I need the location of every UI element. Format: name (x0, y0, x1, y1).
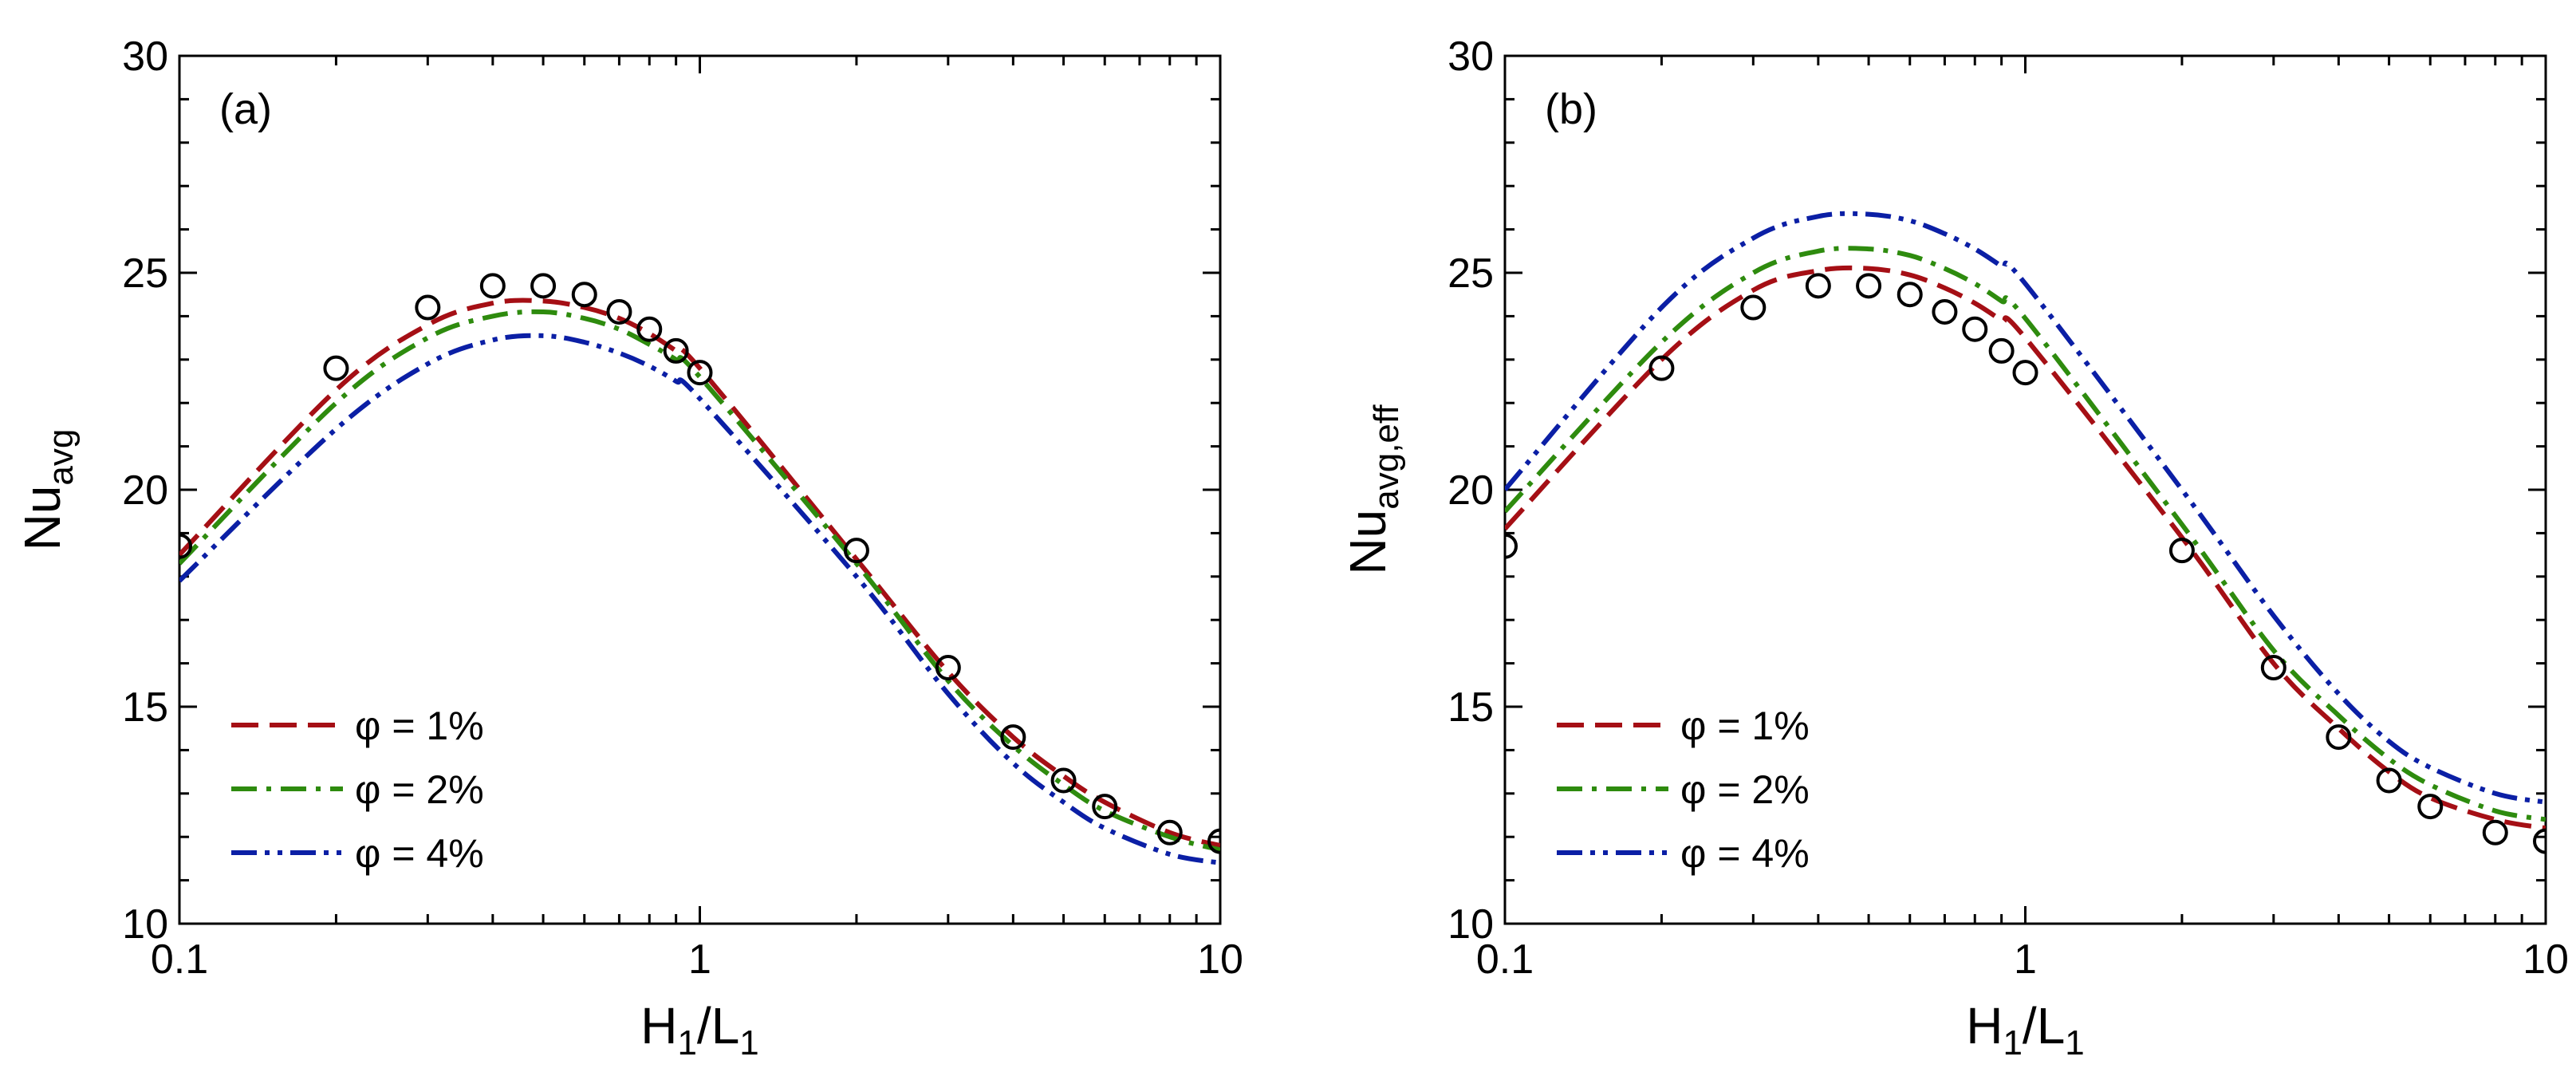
data-point (479, 273, 506, 299)
chart-panel-a: 0.1 1 10 10 15 20 25 30 H1/L1 Nuavg (a) φ = 1% φ = 2… (14, 34, 1243, 1062)
data-point (2326, 724, 2352, 751)
data-point (2533, 828, 2546, 854)
y-axis-title: Nuavg (14, 429, 81, 551)
x-tick-label: 1 (688, 936, 711, 983)
data-point (935, 655, 961, 681)
data-point (2482, 819, 2508, 846)
data-point (1207, 828, 1220, 854)
legend-label: φ = 4% (1680, 831, 1810, 876)
x-axis-title: H1/L1 (640, 997, 759, 1062)
data-point (1505, 533, 1518, 559)
data-point (1156, 819, 1183, 846)
data-point (1805, 273, 1831, 299)
y-axis-title: Nuavg,eff (1339, 404, 1406, 575)
data-point (1962, 316, 1988, 342)
series-line-3 (1505, 211, 2546, 805)
data-point (1740, 294, 1767, 321)
y-tick-label: 20 (122, 467, 168, 514)
y-tick-label: 20 (1448, 467, 1494, 514)
series-line-1 (179, 298, 1220, 849)
data-point (323, 355, 349, 381)
x-tick-label: 1 (2014, 936, 2037, 983)
series-line-3 (179, 333, 1220, 865)
legend: φ = 1% φ = 2% φ = 4% (231, 704, 484, 876)
data-point (415, 294, 441, 321)
legend-label: φ = 1% (355, 704, 484, 748)
data-point (1050, 767, 1077, 794)
data-point (1932, 298, 1958, 325)
plot-frame (1503, 54, 2547, 925)
x-tick-label: 10 (2523, 936, 2569, 983)
data-point (2012, 360, 2038, 386)
data-point (2376, 767, 2402, 794)
x-ticks (1503, 56, 2523, 924)
legend: φ = 1% φ = 2% φ = 4% (1557, 704, 1810, 876)
series-experimental (179, 273, 1220, 854)
y-tick-label: 25 (1448, 250, 1494, 297)
data-point (530, 273, 557, 299)
legend-label: φ = 2% (1680, 767, 1810, 812)
data-point (1897, 282, 1923, 308)
data-point (2417, 794, 2444, 820)
y-ticks (1505, 54, 2546, 925)
data-point (687, 360, 713, 386)
y-tick-label: 10 (1448, 901, 1494, 948)
data-point (606, 298, 632, 325)
data-point (636, 316, 663, 342)
x-ticks (178, 56, 1198, 924)
x-tick-label: 10 (1197, 936, 1243, 983)
plot-frame (178, 54, 1222, 925)
data-point (1000, 724, 1026, 751)
x-tick-label: 0.1 (151, 936, 208, 983)
y-tick-label: 10 (122, 901, 168, 948)
panel-label: (b) (1545, 85, 1597, 133)
legend-label: φ = 1% (1680, 704, 1810, 748)
data-point (1648, 355, 1675, 381)
x-axis-title: H1/L1 (1966, 997, 2085, 1062)
legend-label: φ = 4% (355, 831, 484, 876)
data-point (1856, 273, 1882, 299)
plot-area (1505, 211, 2546, 854)
series-line-2 (179, 309, 1220, 853)
y-tick-label: 15 (1448, 684, 1494, 731)
y-tick-label: 15 (122, 684, 168, 731)
x-tick-label: 0.1 (1476, 936, 1534, 983)
series-experimental (1505, 273, 2546, 854)
data-point (1092, 794, 1118, 820)
series-line-2 (1505, 246, 2546, 822)
legend-label: φ = 2% (355, 767, 484, 812)
data-point (2260, 655, 2286, 681)
panel-label: (a) (219, 85, 272, 133)
y-tick-label: 30 (122, 34, 168, 80)
data-point (179, 533, 192, 559)
y-tick-label: 30 (1448, 34, 1494, 80)
y-ticks (179, 54, 1220, 925)
data-point (843, 538, 869, 564)
plot-area (179, 273, 1220, 865)
y-tick-label: 25 (122, 250, 168, 297)
data-point (1988, 337, 2015, 364)
data-point (663, 337, 689, 364)
data-point (571, 282, 597, 308)
data-point (2168, 538, 2195, 564)
series-line-1 (1505, 265, 2546, 831)
